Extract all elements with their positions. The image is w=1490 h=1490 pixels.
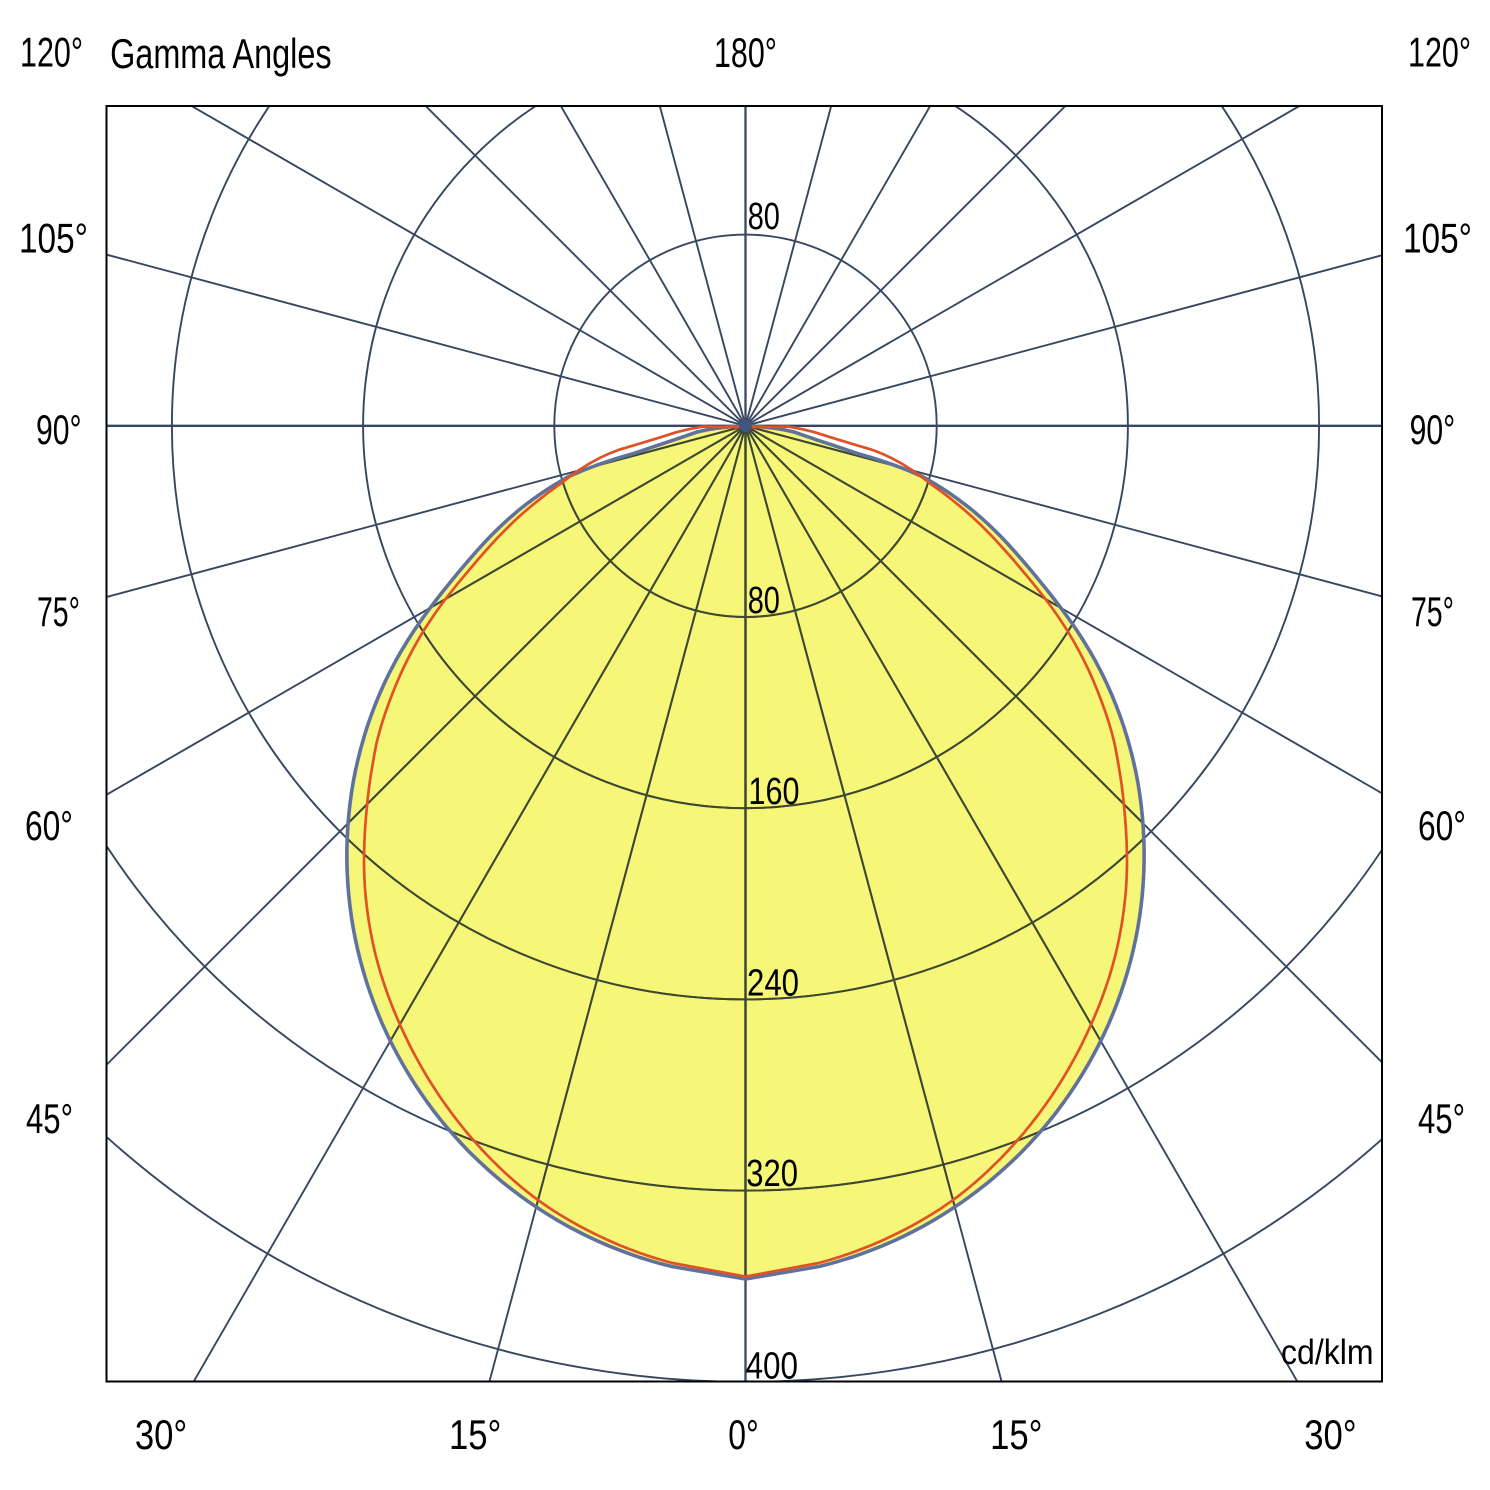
svg-text:120°: 120° (20, 29, 83, 76)
svg-text:400: 400 (746, 1345, 798, 1387)
svg-text:80: 80 (748, 196, 780, 238)
svg-text:45°: 45° (1418, 1095, 1465, 1142)
svg-text:75°: 75° (37, 588, 80, 635)
svg-text:45°: 45° (26, 1095, 73, 1142)
svg-text:90°: 90° (1410, 406, 1456, 453)
svg-text:60°: 60° (25, 802, 73, 849)
svg-text:320: 320 (746, 1153, 798, 1195)
svg-text:Gamma Angles: Gamma Angles (110, 30, 332, 77)
svg-text:240: 240 (747, 962, 799, 1004)
svg-text:180°: 180° (714, 29, 777, 76)
svg-text:cd/klm: cd/klm (1281, 1332, 1374, 1372)
svg-text:0°: 0° (728, 1411, 759, 1458)
svg-text:15°: 15° (990, 1411, 1042, 1458)
svg-text:30°: 30° (1304, 1411, 1356, 1458)
svg-text:105°: 105° (19, 215, 88, 262)
svg-text:80: 80 (748, 580, 780, 622)
svg-text:60°: 60° (1418, 802, 1466, 849)
svg-text:30°: 30° (135, 1411, 187, 1458)
svg-text:15°: 15° (449, 1411, 501, 1458)
svg-text:105°: 105° (1403, 215, 1472, 262)
svg-text:160: 160 (749, 771, 800, 813)
svg-text:90°: 90° (36, 406, 82, 453)
svg-text:120°: 120° (1408, 29, 1471, 76)
svg-text:75°: 75° (1411, 588, 1454, 635)
